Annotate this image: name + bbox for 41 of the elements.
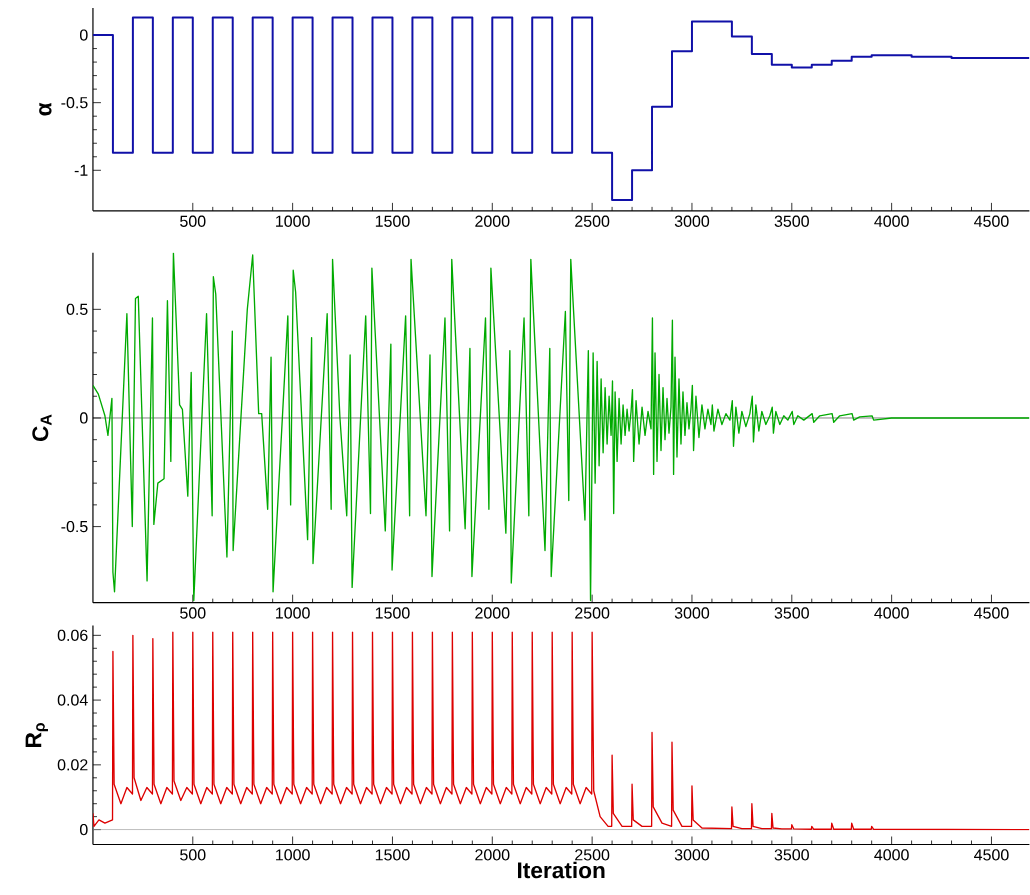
y-tick-label: 0 — [79, 29, 88, 41]
x-tick-label: 4500 — [974, 215, 1009, 227]
x-tick-label: 4500 — [974, 848, 1009, 861]
x-tick-label: 3500 — [774, 607, 809, 619]
y-tick-label: -1 — [74, 164, 88, 176]
x-tick-label: 3000 — [674, 215, 710, 227]
x-tick-label: 1000 — [276, 607, 310, 619]
y-axis-title: C$_{A}$ — [32, 414, 52, 441]
x-tick-label: 1500 — [375, 848, 410, 861]
x-tick-label: 1000 — [276, 848, 310, 861]
x-tick-label: 2500 — [575, 215, 610, 227]
y-tick-label: 0.04 — [57, 694, 88, 706]
x-tick-label: 3500 — [774, 215, 809, 227]
x-tick-label: 1000 — [276, 215, 310, 227]
x-axis-title: Iteration — [518, 861, 605, 879]
y-tick-label: 0.5 — [66, 303, 88, 315]
y-axis-title: R$_{ρ}$ — [25, 722, 48, 747]
x-tick-label: 2500 — [575, 607, 610, 619]
x-tick-label: 500 — [180, 848, 206, 861]
x-tick-label: 4500 — [974, 607, 1009, 619]
x-tick-label: 1500 — [375, 607, 410, 619]
y-tick-label: 0 — [79, 412, 88, 424]
x-tick-label: 4000 — [874, 607, 909, 619]
x-tick-label: 2000 — [475, 848, 510, 861]
y-tick-label: 0.02 — [57, 758, 88, 771]
y-tick-label: -0.5 — [61, 520, 88, 533]
x-tick-label: 1500 — [375, 215, 410, 227]
x-tick-label: 2000 — [475, 607, 510, 619]
x-tick-label: 4000 — [874, 848, 909, 861]
x-tick-label: 500 — [180, 607, 206, 619]
y-tick-label: 0.06 — [57, 629, 88, 641]
x-tick-label: 2000 — [475, 215, 510, 227]
y-tick-label: -0.5 — [61, 96, 88, 109]
x-tick-label: 3000 — [674, 848, 710, 861]
x-tick-label: 500 — [180, 215, 206, 227]
x-tick-label: 3500 — [774, 848, 809, 861]
y-tick-label: 0 — [79, 823, 88, 836]
x-tick-label: 4000 — [874, 215, 909, 227]
y-axis-title: α — [39, 102, 52, 116]
x-tick-label: 3000 — [674, 607, 710, 619]
x-tick-label: 2500 — [575, 848, 610, 861]
